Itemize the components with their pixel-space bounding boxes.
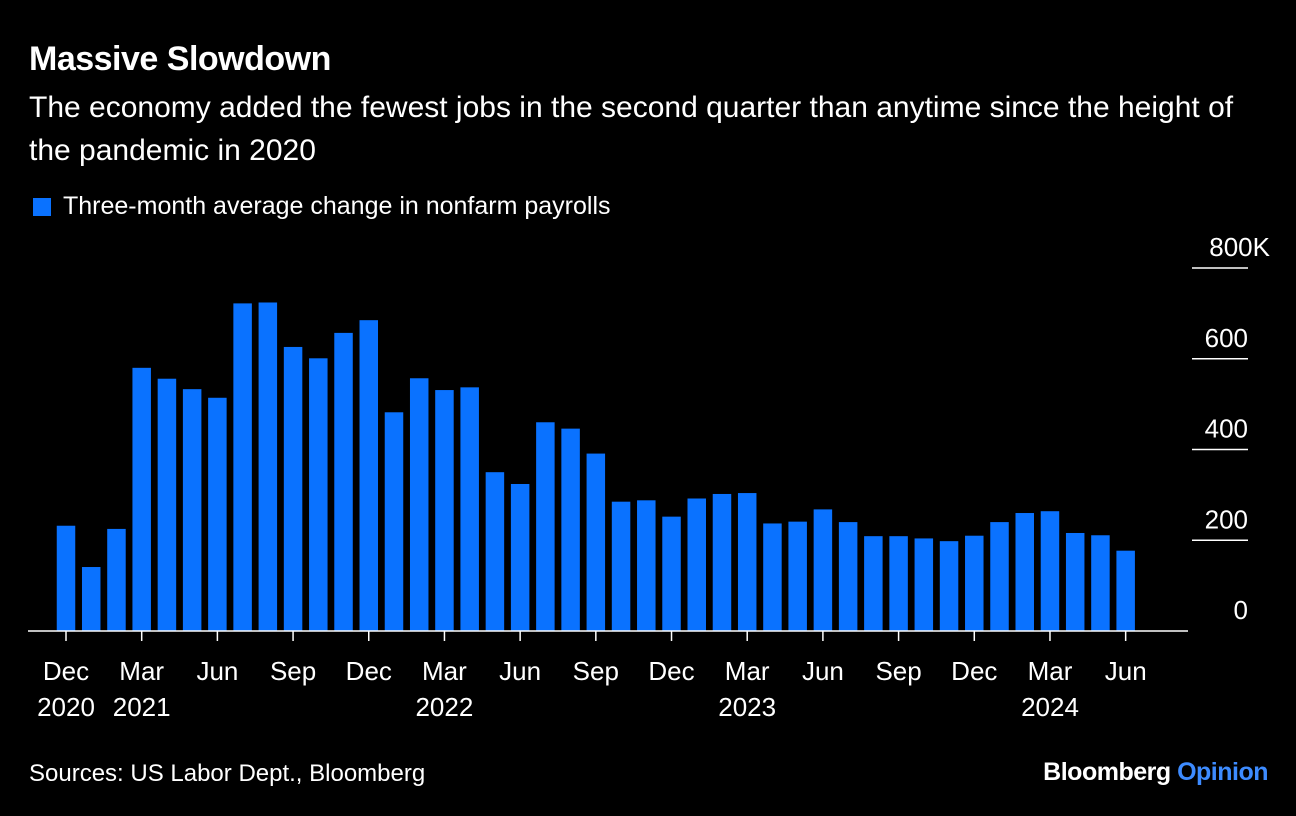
chart-subtitle: The economy added the fewest jobs in the… (29, 91, 1234, 167)
x-tick-label-month: Jun (196, 656, 238, 686)
bar (712, 493, 732, 631)
bar (813, 509, 833, 631)
bar (990, 522, 1009, 631)
y-tick-label: 800K (1209, 232, 1270, 262)
x-tick-label-year: 2022 (415, 692, 473, 722)
x-tick-label-month: Jun (499, 656, 541, 686)
bar (132, 367, 151, 631)
bar (737, 493, 757, 631)
bar (182, 389, 202, 631)
y-tick-label: 200 (1205, 504, 1248, 534)
bar (107, 528, 126, 631)
bar (561, 428, 580, 631)
x-tick-label-month: Dec (951, 656, 997, 686)
bar (864, 536, 883, 631)
chart-title: Massive Slowdown (29, 40, 331, 78)
legend: Three-month average change in nonfarm pa… (33, 192, 611, 221)
bar (283, 346, 303, 631)
x-tick-label-year: 2021 (113, 692, 171, 722)
bar (914, 538, 934, 631)
source-note: Sources: US Labor Dept., Bloomberg (29, 760, 426, 787)
x-tick-label-month: Mar (725, 656, 770, 686)
bar (788, 521, 807, 631)
y-tick-label: 600 (1205, 323, 1248, 353)
bar (586, 453, 606, 631)
bar (1040, 511, 1060, 631)
x-tick-label-month: Dec (43, 656, 89, 686)
x-tick-label-year: 2023 (718, 692, 776, 722)
bar (510, 483, 530, 631)
x-tick-label-year: 2024 (1021, 692, 1079, 722)
bar (309, 358, 328, 631)
x-tick-label-month: Jun (1105, 656, 1147, 686)
bar (334, 332, 353, 631)
bar (1091, 535, 1110, 631)
x-tick-label-month: Dec (346, 656, 392, 686)
bar (208, 397, 227, 631)
bar (536, 422, 555, 631)
bar (838, 522, 858, 631)
bar (460, 387, 479, 631)
bar (1116, 550, 1135, 631)
legend-swatch (33, 197, 51, 216)
x-tick-label-month: Mar (1028, 656, 1073, 686)
bar (233, 303, 252, 631)
bar (435, 390, 454, 631)
bar (1065, 532, 1085, 631)
bar (258, 302, 278, 631)
bar (763, 523, 782, 631)
bar (384, 412, 404, 631)
bar (157, 378, 177, 631)
bar (409, 378, 429, 631)
brand-accent: Opinion (1177, 758, 1268, 786)
bar (81, 567, 101, 631)
y-tick-label: 0 (1234, 595, 1248, 625)
x-tick-label-month: Sep (573, 656, 619, 686)
bar (889, 536, 908, 631)
bar (1015, 513, 1034, 631)
brand-main: Bloomberg (1043, 758, 1171, 786)
brand-logo: Bloomberg Opinion (1043, 758, 1268, 787)
bar (939, 541, 959, 631)
x-tick-label-month: Dec (648, 656, 694, 686)
x-tick-label-month: Mar (119, 656, 164, 686)
bar (965, 535, 984, 631)
legend-label: Three-month average change in nonfarm pa… (63, 192, 611, 220)
bar (611, 501, 631, 631)
x-tick-label-month: Sep (875, 656, 921, 686)
bar (662, 516, 681, 631)
bar (637, 500, 656, 631)
x-tick-label-year: 2020 (37, 692, 95, 722)
bar (359, 320, 379, 631)
y-tick-label: 400 (1205, 414, 1248, 444)
x-tick-label-month: Jun (802, 656, 844, 686)
bar (687, 498, 706, 631)
x-tick-label-month: Mar (422, 656, 467, 686)
bar (485, 472, 505, 631)
bar (56, 525, 76, 631)
x-tick-label-month: Sep (270, 656, 316, 686)
